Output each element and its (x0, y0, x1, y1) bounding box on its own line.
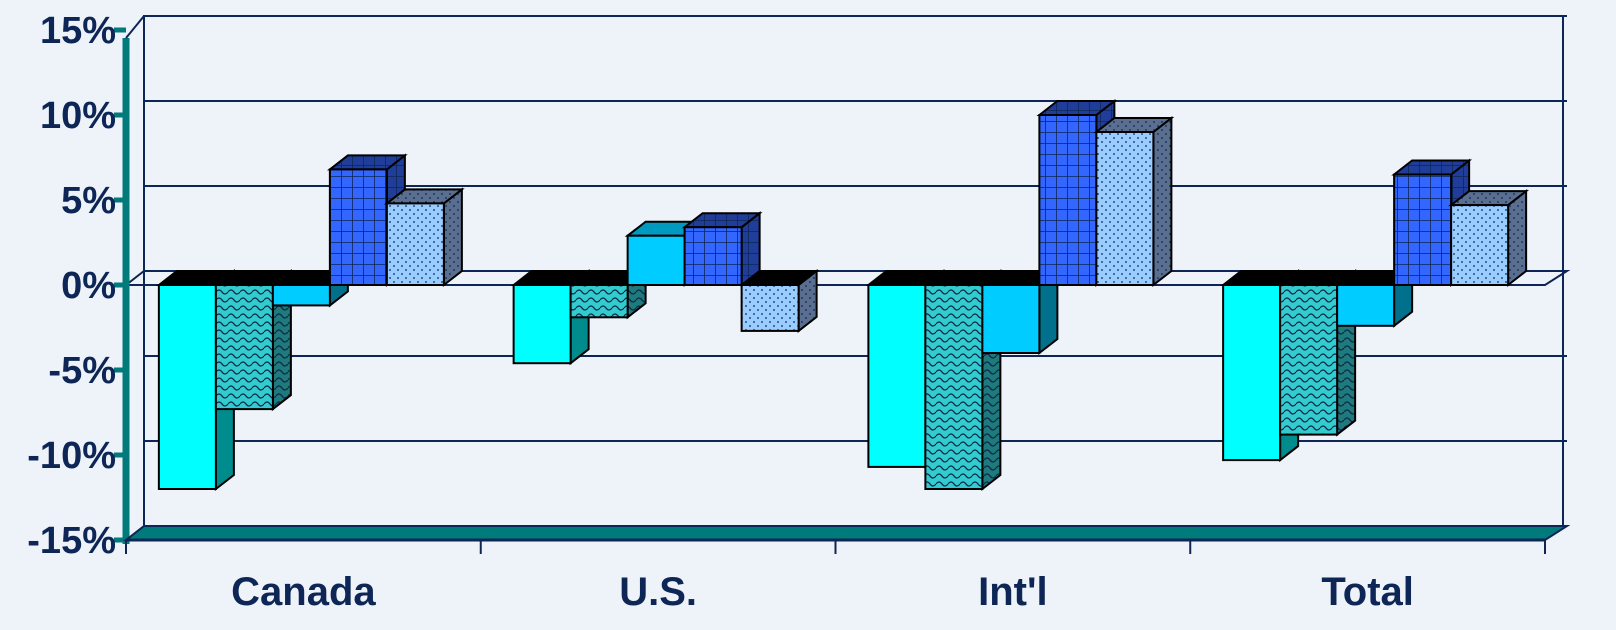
bar (681, 211, 763, 288)
bar (979, 268, 1061, 356)
bar-front (1279, 284, 1339, 436)
bar-front (867, 284, 927, 468)
bar-side (442, 187, 463, 288)
y-tick-label: -15% (27, 520, 116, 562)
bar-front (569, 284, 629, 319)
x-tick-label: Total (1321, 570, 1414, 614)
bar-front (740, 284, 800, 332)
y-tick-label: -5% (48, 350, 116, 392)
bar-front (626, 234, 686, 286)
bar (1277, 268, 1359, 437)
bar-front (157, 284, 217, 490)
bar-front (271, 284, 331, 307)
bar-front (1222, 284, 1282, 462)
bar (738, 268, 820, 333)
bar-front (683, 226, 743, 286)
bar (1093, 115, 1175, 288)
bar (383, 187, 465, 288)
y-tick-label: 15% (40, 10, 116, 52)
bar-side (1152, 115, 1173, 288)
bar-front (981, 284, 1041, 354)
axis-labels: 15% 10% 5% 0% -5% -10% -15% Canada U.S. Int'l Tota… (27, 10, 1414, 614)
x-tick-label: Canada (231, 570, 376, 614)
y-axis (114, 15, 145, 544)
bar-front (1095, 131, 1155, 286)
x-tick-label: U.S. (619, 570, 697, 614)
bar-front (1336, 284, 1396, 327)
floor (123, 525, 1571, 554)
y-tick-label: 5% (61, 180, 116, 222)
bar-front (214, 284, 274, 411)
bar-front (512, 284, 572, 365)
bar-front (924, 284, 984, 490)
bar-front (1393, 173, 1453, 286)
bar-front (1038, 114, 1098, 286)
bar-front (385, 202, 445, 286)
bar-front (1450, 204, 1510, 287)
bar (212, 268, 294, 412)
bars (155, 98, 1530, 492)
y-tick-label: 10% (40, 95, 116, 137)
bar-side (1507, 189, 1528, 288)
y-tick-label: 0% (61, 265, 116, 307)
floor-slab (123, 525, 1571, 541)
y-tick-label: -10% (27, 435, 116, 477)
bar (1448, 189, 1530, 288)
y-axis-top-edge (125, 15, 145, 39)
bar-front (328, 168, 388, 286)
x-tick-label: Int'l (978, 570, 1048, 614)
